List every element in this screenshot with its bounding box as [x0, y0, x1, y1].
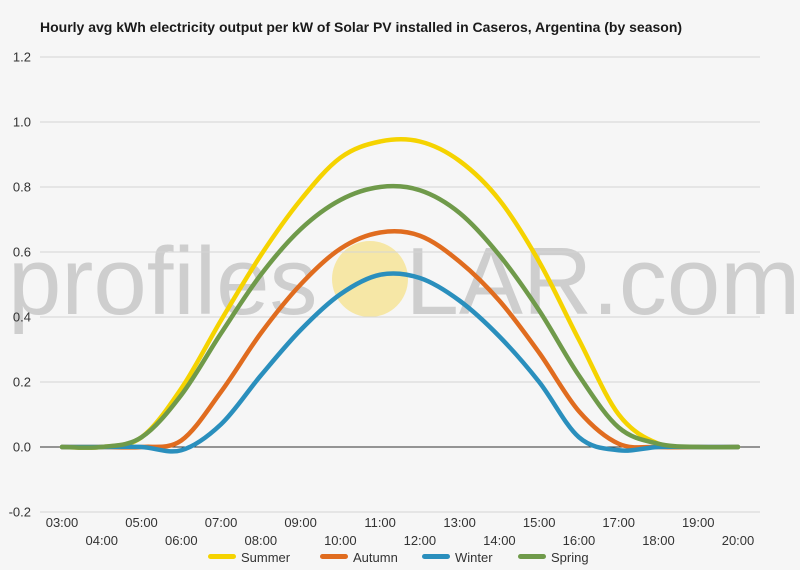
x-tick-label: 07:00: [205, 515, 238, 530]
legend-swatch-winter: [422, 554, 450, 559]
x-tick-label: 11:00: [364, 515, 396, 530]
grid-lines: [40, 56, 760, 513]
x-tick-label: 05:00: [125, 515, 158, 530]
x-tick-label: 18:00: [642, 533, 675, 548]
series-line-winter: [59, 271, 741, 454]
series-line-spring: [59, 183, 741, 450]
x-tick-label: 10:00: [324, 533, 357, 548]
x-tick-label: 14:00: [483, 533, 516, 548]
y-tick-label: 0.6: [13, 245, 31, 260]
chart-title: Hourly avg kWh electricity output per kW…: [40, 19, 683, 35]
x-tick-label: 03:00: [46, 515, 79, 530]
x-tick-label: 12:00: [404, 533, 437, 548]
series-line-summer: [59, 137, 741, 450]
x-tick-label: 19:00: [682, 515, 715, 530]
x-tick-label: 15:00: [523, 515, 556, 530]
x-axis-tick-labels: 03:00 04:00 05:00 06:00 07:00 08:00 09:00 10:00…: [46, 515, 755, 548]
legend-swatch-autumn: [320, 554, 348, 559]
y-tick-label: 0.0: [13, 440, 31, 455]
series-lines: [59, 137, 741, 454]
x-tick-label: 04:00: [85, 533, 118, 548]
legend: Summer Autumn Winter Spring: [208, 550, 589, 565]
x-tick-label: 09:00: [284, 515, 317, 530]
legend-swatch-summer: [208, 554, 236, 559]
x-tick-label: 13:00: [443, 515, 476, 530]
legend-swatch-spring: [518, 554, 546, 559]
y-tick-label: 0.2: [13, 375, 31, 390]
legend-label-spring: Spring: [551, 550, 589, 565]
y-tick-label: 0.4: [13, 310, 31, 325]
legend-label-summer: Summer: [241, 550, 291, 565]
x-tick-label: 06:00: [165, 533, 198, 548]
y-tick-label: -0.2: [9, 505, 31, 520]
y-tick-label: 1.0: [13, 115, 31, 130]
x-tick-label: 20:00: [722, 533, 755, 548]
x-tick-label: 17:00: [602, 515, 635, 530]
legend-label-winter: Winter: [455, 550, 493, 565]
x-tick-label: 08:00: [245, 533, 278, 548]
x-tick-label: 16:00: [563, 533, 596, 548]
y-axis-tick-labels: -0.2 0.0 0.2 0.4 0.6 0.8 1.0 1.2: [9, 50, 31, 520]
y-tick-label: 0.8: [13, 180, 31, 195]
y-tick-label: 1.2: [13, 50, 31, 65]
legend-label-autumn: Autumn: [353, 550, 398, 565]
series-line-autumn: [59, 229, 741, 450]
profilesolar-watermark: profiles LAR.com: [8, 228, 800, 335]
